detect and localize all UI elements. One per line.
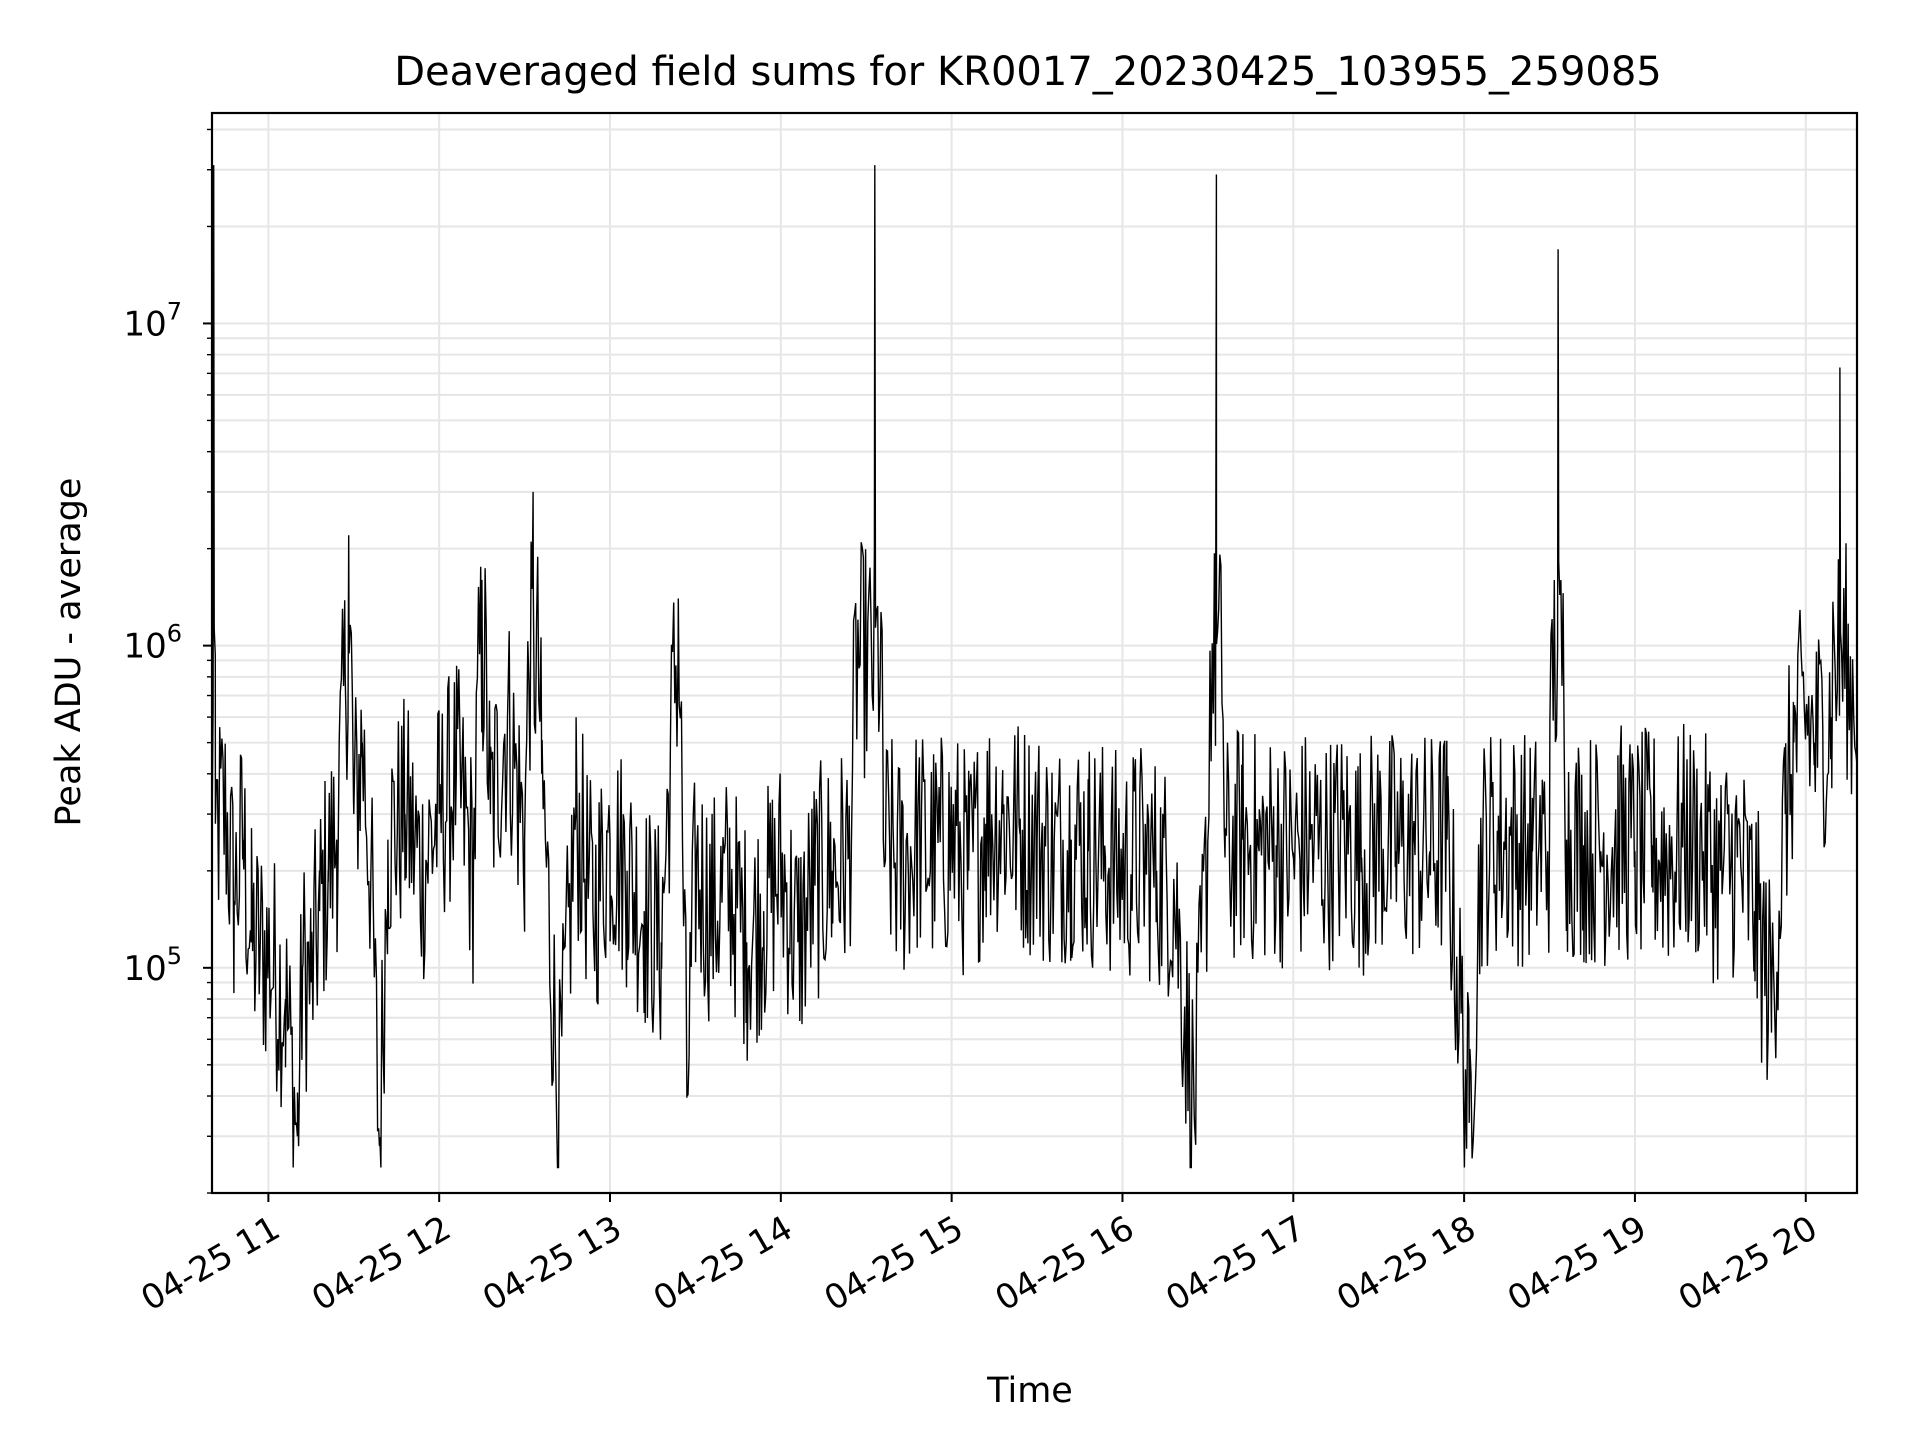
y-tick-label: 107 — [123, 297, 182, 344]
y-tick-label: 105 — [123, 942, 182, 989]
series-line — [211, 165, 1858, 1169]
chart-title: Deaveraged field sums for KR0017_2023042… — [394, 49, 1662, 95]
x-axis-label: Time — [986, 1371, 1073, 1411]
y-axis-label: Peak ADU - average — [49, 478, 89, 827]
y-tick-label: 106 — [123, 620, 182, 667]
y-axis-ticks: 105 106 107 — [123, 128, 212, 1194]
plot-area-frame — [210, 111, 1859, 1195]
